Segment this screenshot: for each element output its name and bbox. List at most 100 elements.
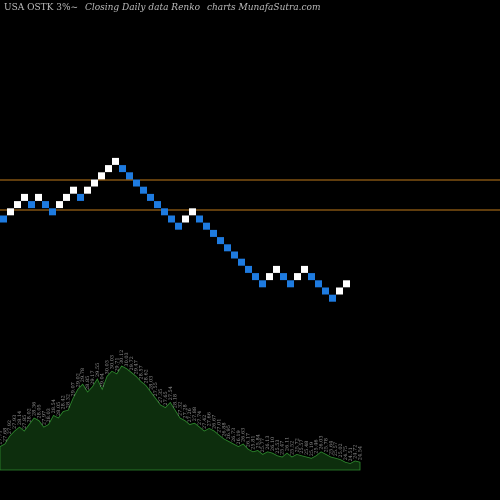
down-brick: [168, 215, 175, 223]
volume-label: 27.54: [168, 386, 174, 400]
volume-label: 24.75: [343, 446, 349, 460]
chart-kind-label: Closing Daily data Renko: [84, 3, 201, 13]
down-brick: [77, 193, 84, 201]
volume-label: 30.03: [124, 352, 130, 366]
down-brick: [154, 201, 161, 209]
volume-label: 26.17: [246, 433, 252, 447]
up-brick: [63, 193, 70, 201]
up-brick: [91, 179, 98, 187]
volume-label: 27.26: [187, 408, 193, 422]
volume-label: 27.66: [207, 412, 213, 426]
volume-label: 29.71: [114, 357, 120, 371]
up-brick: [35, 193, 42, 201]
volume-label: 27.85: [22, 415, 28, 429]
down-brick: [329, 294, 336, 302]
down-brick: [315, 280, 322, 288]
volume-label: 28.36: [32, 402, 38, 416]
up-brick: [70, 186, 77, 194]
volume-label: 29.47: [134, 360, 140, 374]
up-brick: [301, 265, 308, 273]
volume-label: 26.63: [241, 428, 247, 442]
up-brick: [189, 208, 196, 216]
down-brick: [322, 287, 329, 295]
volume-label: 26.73: [231, 428, 237, 442]
down-brick: [231, 251, 238, 259]
volume-label: 28.05: [36, 404, 42, 418]
volume-label: 27.93: [12, 415, 18, 429]
volume-label: 27.92: [7, 420, 13, 434]
volume-label: 28.14: [17, 411, 23, 425]
volume-label: 25.64: [328, 441, 334, 455]
volume-label: 25.77: [260, 438, 266, 452]
down-brick: [252, 273, 259, 281]
volume-label: 27.68: [2, 428, 8, 442]
up-brick: [182, 215, 189, 223]
down-brick: [126, 172, 133, 180]
volume-label: 25.47: [280, 441, 286, 455]
volume-label: 27.01: [216, 419, 222, 433]
volume-label: 28.42: [61, 395, 67, 409]
volume-label: 26.95: [226, 425, 232, 439]
down-brick: [203, 222, 210, 230]
source-label: charts MunafaSutra.com: [206, 3, 321, 13]
volume-label: 28.18: [173, 394, 179, 408]
volume-label: 24.54: [358, 446, 364, 460]
up-brick: [266, 273, 273, 281]
down-brick: [140, 186, 147, 194]
volume-label: 25.78: [323, 438, 329, 452]
volume-label: 28.62: [143, 369, 149, 383]
down-brick: [245, 265, 252, 273]
volume-area: [0, 365, 361, 471]
volume-label: 29.55: [95, 363, 101, 377]
volume-label: 26.11: [285, 437, 291, 451]
volume-label: 26.88: [221, 422, 227, 436]
volume-label: 25.52: [289, 441, 295, 455]
volume-label: 25.81: [251, 435, 257, 449]
volume-label: 28.54: [51, 399, 57, 413]
volume-label: 25.19: [309, 442, 315, 456]
down-brick: [175, 222, 182, 230]
up-brick: [84, 186, 91, 194]
volume-label: 25.57: [333, 442, 339, 456]
down-brick: [133, 179, 140, 187]
renko-bricks: [0, 157, 350, 302]
down-brick: [210, 229, 217, 237]
volume-label: 30.12: [119, 350, 125, 364]
down-brick: [49, 208, 56, 216]
volume-label: 27.65: [163, 391, 169, 405]
up-brick: [336, 287, 343, 295]
up-brick: [14, 201, 21, 209]
chart-caption: USA OSTK 3%~ Closing Daily data Renko ch…: [4, 3, 325, 13]
up-brick: [105, 165, 112, 173]
volume-label: 26.03: [319, 435, 325, 449]
down-brick: [119, 165, 126, 173]
volume-label: 30.03: [105, 360, 111, 374]
down-brick: [28, 201, 35, 209]
volume-label: 26.67: [212, 415, 218, 429]
up-brick: [343, 280, 350, 288]
volume-label: 27.88: [192, 407, 198, 421]
volume-label: 25.02: [338, 443, 344, 457]
volume-label: 27.35: [158, 389, 164, 403]
volume-label: 28.85: [85, 376, 91, 390]
volume-label: 29.04: [100, 373, 106, 387]
up-brick: [21, 193, 28, 201]
down-brick: [0, 215, 7, 223]
volume-panel: 27.7127.6827.9227.9328.1427.8528.0228.36…: [0, 350, 364, 471]
down-brick: [287, 280, 294, 288]
volume-label: 28.57: [139, 365, 145, 379]
volume-label: 30.03: [109, 355, 115, 369]
volume-label: 27.55: [153, 382, 159, 396]
volume-label: 28.02: [27, 408, 33, 422]
volume-label: 29.78: [80, 368, 86, 382]
up-brick: [112, 157, 119, 165]
volume-label: 26.10: [270, 437, 276, 451]
volume-label: 27.71: [0, 430, 4, 444]
volume-label: 24.72: [353, 445, 359, 459]
volume-label: 29.02: [75, 373, 81, 387]
volume-label: 27.97: [41, 411, 47, 425]
symbol-label: USA OSTK 3%~: [4, 3, 79, 13]
volume-label: 28.32: [66, 394, 72, 408]
volume-label: 25.57: [299, 439, 305, 453]
